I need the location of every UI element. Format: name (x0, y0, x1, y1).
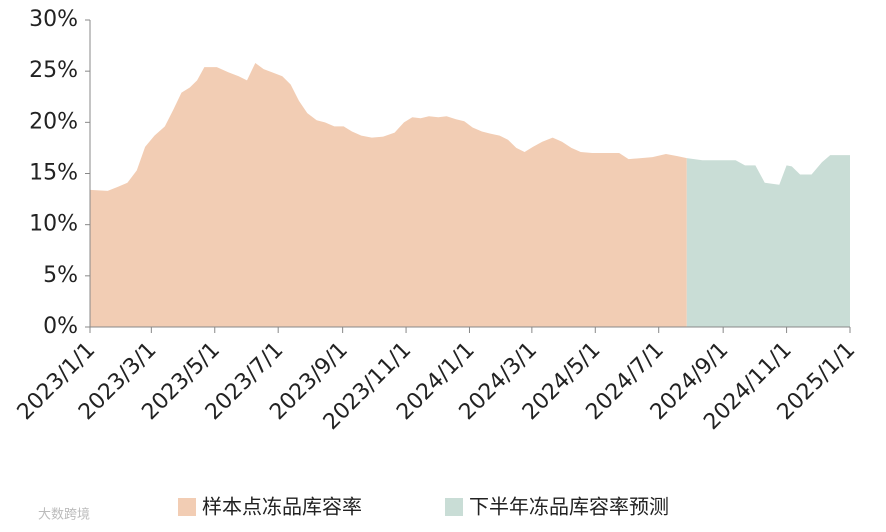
y-tick-label: 25% (29, 58, 78, 83)
watermark: 大数跨境 (38, 508, 90, 523)
legend-label: 下半年冻品库容率预测 (469, 495, 669, 519)
legend-label: 样本点冻品库容率 (202, 495, 362, 519)
legend-swatch (178, 498, 196, 516)
y-tick-label: 5% (43, 263, 78, 288)
area (90, 62, 687, 327)
y-tick-label: 0% (43, 314, 78, 339)
y-tick-label: 15% (29, 161, 78, 186)
area (686, 155, 850, 327)
y-tick-label: 20% (29, 109, 78, 134)
legend-swatch (445, 498, 463, 516)
y-tick-label: 30% (29, 7, 78, 32)
y-tick-label: 10% (29, 212, 78, 237)
